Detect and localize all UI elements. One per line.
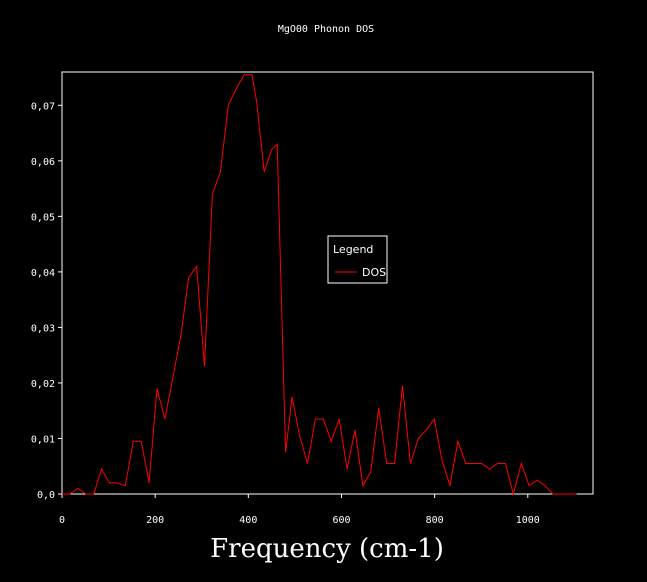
legend: Legend DOS	[327, 235, 388, 284]
y-tick-label: 0,04	[31, 268, 55, 279]
y-tick-label: 0,01	[31, 434, 55, 445]
legend-box	[327, 235, 388, 284]
x-tick-label: 1000	[516, 515, 540, 526]
y-axis: 0,0 0,01 0,02 0,03 0,04 0,05 0,06 0,07	[31, 101, 62, 501]
x-tick-label: 0	[59, 515, 65, 526]
x-tick-label: 200	[146, 515, 164, 526]
x-tick-label: 600	[332, 515, 350, 526]
y-tick-label: 0,05	[31, 212, 55, 223]
chart-title: MgO00 Phonon DOS	[278, 24, 374, 35]
x-tick-label: 400	[239, 515, 257, 526]
legend-entry-dos: DOS	[362, 266, 386, 279]
y-tick-label: 0,07	[31, 101, 55, 112]
x-tick-label: 800	[426, 515, 444, 526]
x-axis-label: Frequency (cm-1)	[210, 534, 444, 564]
y-tick-label: 0,02	[31, 379, 55, 390]
y-tick-label: 0,06	[31, 157, 55, 168]
series-line-dos	[62, 74, 577, 496]
legend-title: Legend	[333, 243, 373, 256]
y-tick-label: 0,0	[37, 490, 55, 501]
plot-area	[61, 71, 594, 495]
x-axis: 0 200 400 600 800 1000	[59, 494, 540, 526]
y-tick-label: 0,03	[31, 323, 55, 334]
